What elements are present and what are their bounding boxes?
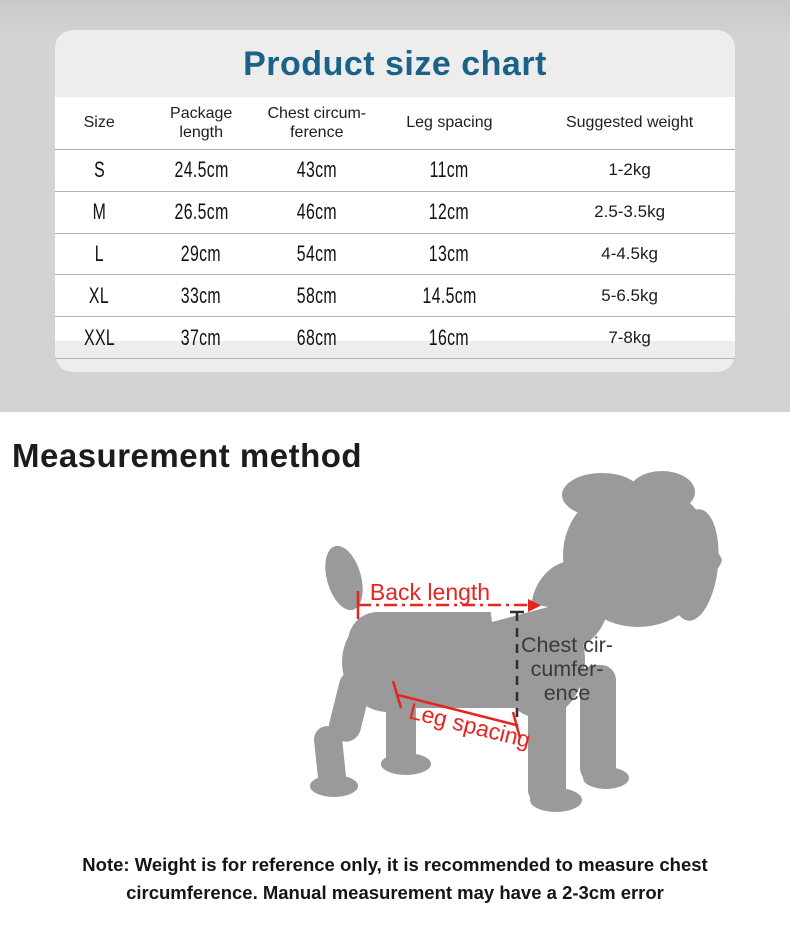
back-length-label: Back length: [370, 579, 490, 605]
chest-label-line3: ence: [544, 681, 591, 705]
package-length-value: 24.5cm: [174, 157, 229, 183]
size-value: XXL: [83, 324, 115, 350]
dog-front-leg: [528, 665, 566, 805]
chest-value: 58cm: [296, 282, 337, 308]
table-row: S 24.5cm 43cm 11cm 1-2kg: [55, 149, 735, 192]
package-length-value: 37cm: [181, 324, 222, 350]
leg-spacing-value: 11cm: [429, 157, 469, 183]
dog-head-fluff: [629, 471, 695, 513]
size-chart-title: Product size chart: [243, 45, 547, 83]
leg-spacing-value: 16cm: [429, 324, 470, 350]
leg-spacing-value: 12cm: [429, 199, 470, 225]
weight-value: 5-6.5kg: [601, 285, 658, 305]
footer-note: Note: Weight is for reference only, it i…: [82, 854, 708, 903]
size-value: S: [93, 157, 105, 183]
col-header-suggested-weight: Suggested weight: [524, 97, 735, 150]
col-header-size: Size: [55, 97, 144, 150]
package-length-value: 29cm: [181, 240, 222, 266]
col-header-chest-circumference: Chest circum- ference: [258, 97, 375, 150]
table-row: M 26.5cm 46cm 12cm 2.5-3.5kg: [55, 191, 735, 234]
neck-notch: [488, 594, 548, 622]
gray-header-background: Product size chart Size Package length C…: [0, 0, 790, 412]
dog-hind-leg-far-lower: [314, 725, 346, 791]
weight-value: 2.5-3.5kg: [594, 202, 666, 222]
chest-label-line2: cumfer-: [531, 657, 604, 681]
dog-front-leg-far: [580, 665, 616, 783]
size-table-container: Size Package length Chest circum- ferenc…: [55, 97, 735, 359]
dog-measurement-diagram: Back length Chest cir- cumfer- ence Leg …: [310, 471, 722, 812]
weight-value: 7-8kg: [608, 327, 651, 347]
chest-value: 46cm: [296, 199, 337, 225]
dog-tail: [325, 545, 363, 611]
back-length-measure-line: [356, 591, 541, 619]
table-row: L 29cm 54cm 13cm 4-4.5kg: [55, 233, 735, 276]
dog-front-paw-far: [583, 767, 629, 789]
arrowhead-icon: [528, 599, 541, 612]
size-table: Size Package length Chest circum- ferenc…: [55, 97, 735, 359]
leg-spacing-value: 14.5cm: [422, 282, 477, 308]
table-row: XXL 37cm 68cm 16cm 7-8kg: [55, 316, 735, 359]
col-header-leg-spacing: Leg spacing: [374, 97, 525, 150]
dog-hind-paw-far: [310, 775, 358, 797]
dog-silhouette: [310, 471, 722, 812]
table-row: XL 33cm 58cm 14.5cm 5-6.5kg: [55, 274, 735, 318]
size-value: XL: [89, 282, 110, 308]
weight-value: 4-4.5kg: [601, 243, 658, 263]
chest-value: 68cm: [296, 324, 337, 350]
weight-value: 1-2kg: [608, 160, 651, 180]
chest-value: 54cm: [296, 240, 337, 266]
chest-label-line1: Chest cir-: [521, 633, 613, 657]
leg-spacing-measure-line: [391, 680, 522, 739]
chest-measure-line: [510, 610, 524, 728]
dog-hind-paw: [381, 753, 431, 775]
size-chart-card: Product size chart Size Package length C…: [55, 30, 735, 372]
dog-muzzle: [676, 534, 722, 586]
dog-head-fluff: [562, 473, 642, 517]
size-value: M: [92, 199, 106, 225]
package-length-value: 33cm: [181, 282, 222, 308]
size-value: L: [94, 240, 104, 266]
dog-hind-leg: [386, 698, 416, 768]
measurement-method-heading: Measurement method: [12, 437, 363, 474]
dog-front-paw: [530, 788, 582, 812]
size-table-header-row: Size Package length Chest circum- ferenc…: [55, 97, 735, 150]
dog-hind-leg-far-upper: [328, 670, 372, 742]
package-length-value: 26.5cm: [174, 199, 229, 225]
leg-spacing-value: 13cm: [429, 240, 470, 266]
chest-value: 43cm: [296, 157, 337, 183]
col-header-package-length: Package length: [143, 97, 259, 150]
